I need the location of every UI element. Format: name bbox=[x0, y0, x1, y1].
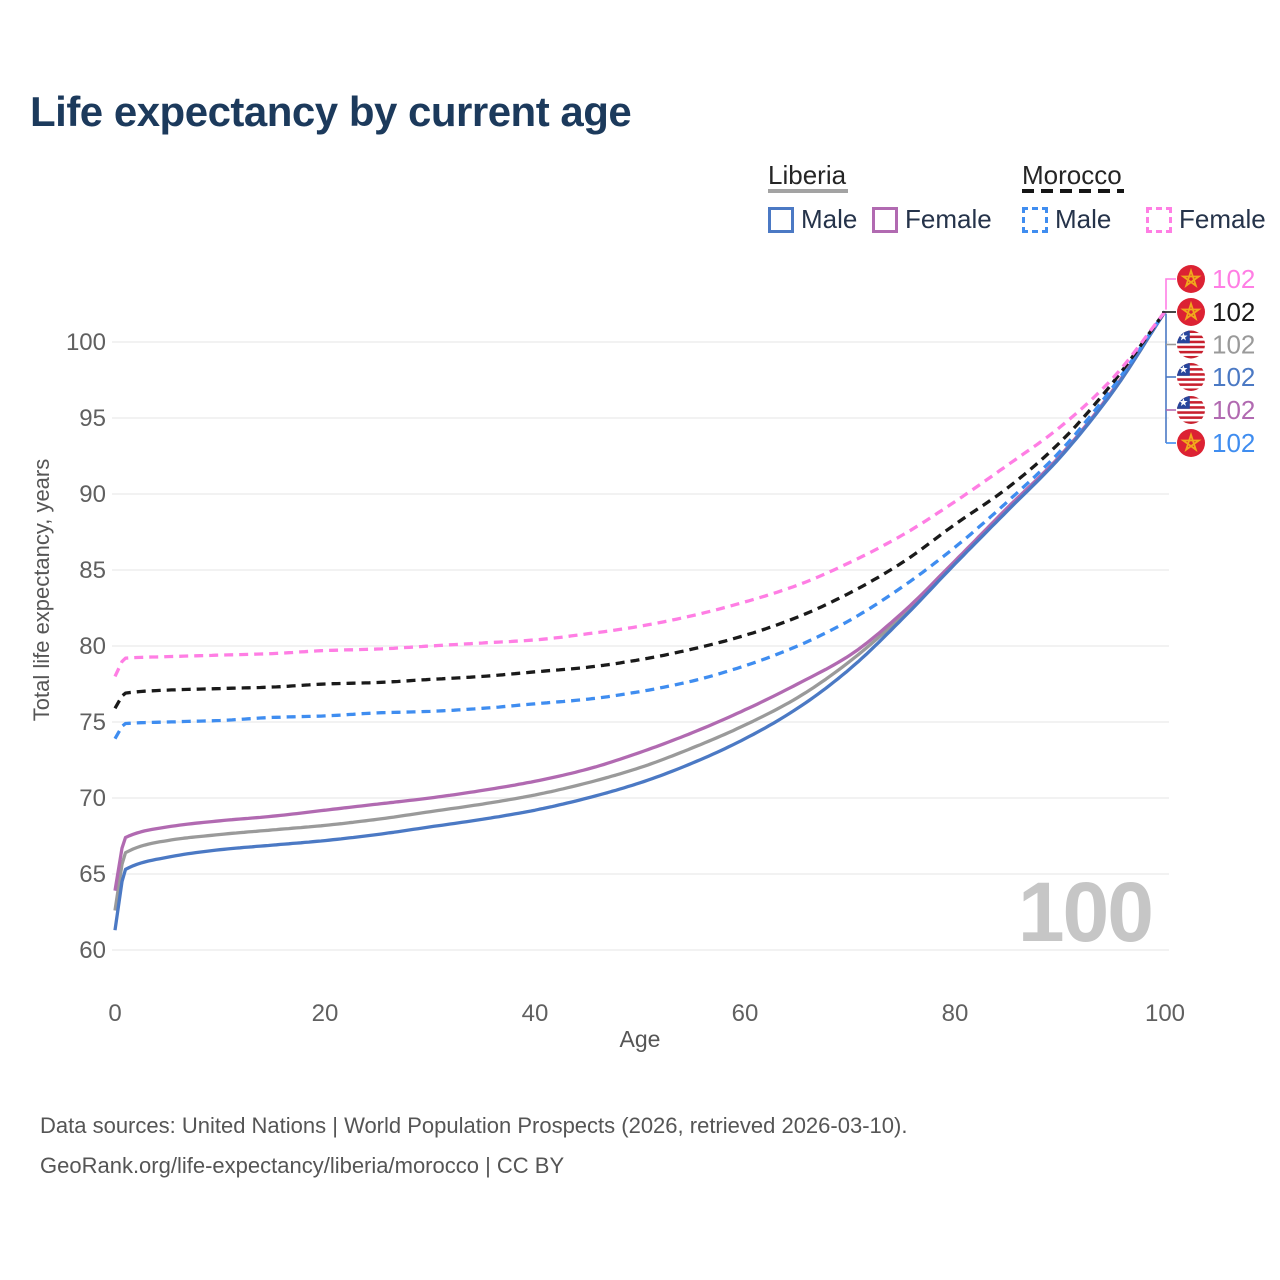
leader-line-morocco-female bbox=[1165, 278, 1176, 310]
end-value-label-liberia_male: 102 bbox=[1212, 362, 1255, 392]
legend-item-liberia-male[interactable]: Male bbox=[768, 204, 857, 235]
y-tick-label: 70 bbox=[79, 785, 106, 812]
liberia-flag-icon bbox=[1177, 363, 1205, 391]
page-title: Life expectancy by current age bbox=[30, 88, 632, 135]
end-value-label-liberia_female: 102 bbox=[1212, 395, 1255, 425]
legend-item-liberia-female[interactable]: Female bbox=[872, 204, 992, 235]
end-value-label-morocco_all: 102 bbox=[1212, 297, 1255, 327]
legend-item-label: Female bbox=[1179, 204, 1266, 234]
current-age-watermark: 100 bbox=[1017, 865, 1154, 959]
y-tick-label: 75 bbox=[79, 709, 106, 736]
footer: Data sources: United Nations | World Pop… bbox=[40, 1106, 907, 1186]
morocco-male-swatch-icon[interactable] bbox=[1022, 206, 1048, 233]
legend-group-morocco-title: Morocco bbox=[1022, 160, 1122, 190]
y-axis-title: Total life expectancy, years bbox=[29, 458, 54, 722]
morocco-flag-icon bbox=[1177, 429, 1205, 457]
legend-item-morocco-female[interactable]: Female bbox=[1146, 204, 1266, 235]
legend-item-label: Female bbox=[905, 204, 992, 234]
y-tick-label: 80 bbox=[79, 633, 106, 660]
morocco-flag-icon bbox=[1177, 265, 1205, 293]
x-tick-label: 0 bbox=[108, 1000, 121, 1027]
series-line-liberia_male bbox=[113, 310, 1167, 931]
y-tick-label: 85 bbox=[79, 557, 106, 584]
end-value-label-morocco_male: 102 bbox=[1212, 428, 1255, 458]
y-tick-label: 95 bbox=[79, 405, 106, 432]
x-tick-label: 80 bbox=[942, 1000, 969, 1027]
x-tick-label: 100 bbox=[1145, 1000, 1185, 1027]
x-tick-label: 60 bbox=[732, 1000, 759, 1027]
series-line-liberia_female bbox=[113, 310, 1167, 891]
y-tick-label: 100 bbox=[66, 329, 106, 356]
series-line-morocco_all bbox=[113, 310, 1167, 710]
x-tick-label: 40 bbox=[522, 1000, 549, 1027]
y-tick-label: 65 bbox=[79, 861, 106, 888]
end-value-label-liberia_all: 102 bbox=[1212, 330, 1255, 360]
series-line-morocco_male bbox=[113, 310, 1167, 740]
series-line-morocco_female bbox=[113, 310, 1167, 678]
y-tick-label: 60 bbox=[79, 937, 106, 964]
liberia-flag-icon bbox=[1177, 330, 1205, 359]
legend-item-morocco-male[interactable]: Male bbox=[1022, 204, 1111, 235]
y-tick-label: 90 bbox=[79, 481, 106, 508]
x-axis-title: Age bbox=[619, 1026, 661, 1052]
footer-attribution-line: GeoRank.org/life-expectancy/liberia/moro… bbox=[40, 1153, 565, 1178]
legend-item-label: Male bbox=[801, 204, 858, 234]
morocco-female-swatch-icon[interactable] bbox=[1146, 206, 1172, 233]
series-line-liberia_all bbox=[113, 310, 1167, 911]
liberia-flag-icon bbox=[1177, 396, 1205, 424]
footer-sources-line: Data sources: United Nations | World Pop… bbox=[40, 1113, 908, 1138]
liberia-male-swatch-icon[interactable] bbox=[768, 206, 794, 233]
legend-morocco-underline bbox=[1022, 189, 1124, 193]
legend-liberia-underline bbox=[768, 189, 848, 193]
legend-group-liberia-title: Liberia bbox=[768, 160, 847, 190]
x-tick-label: 20 bbox=[312, 1000, 339, 1027]
morocco-flag-icon bbox=[1177, 298, 1205, 326]
legend-item-label: Male bbox=[1055, 204, 1112, 234]
end-value-label-morocco_female: 102 bbox=[1212, 264, 1255, 294]
liberia-female-swatch-icon[interactable] bbox=[872, 206, 898, 233]
